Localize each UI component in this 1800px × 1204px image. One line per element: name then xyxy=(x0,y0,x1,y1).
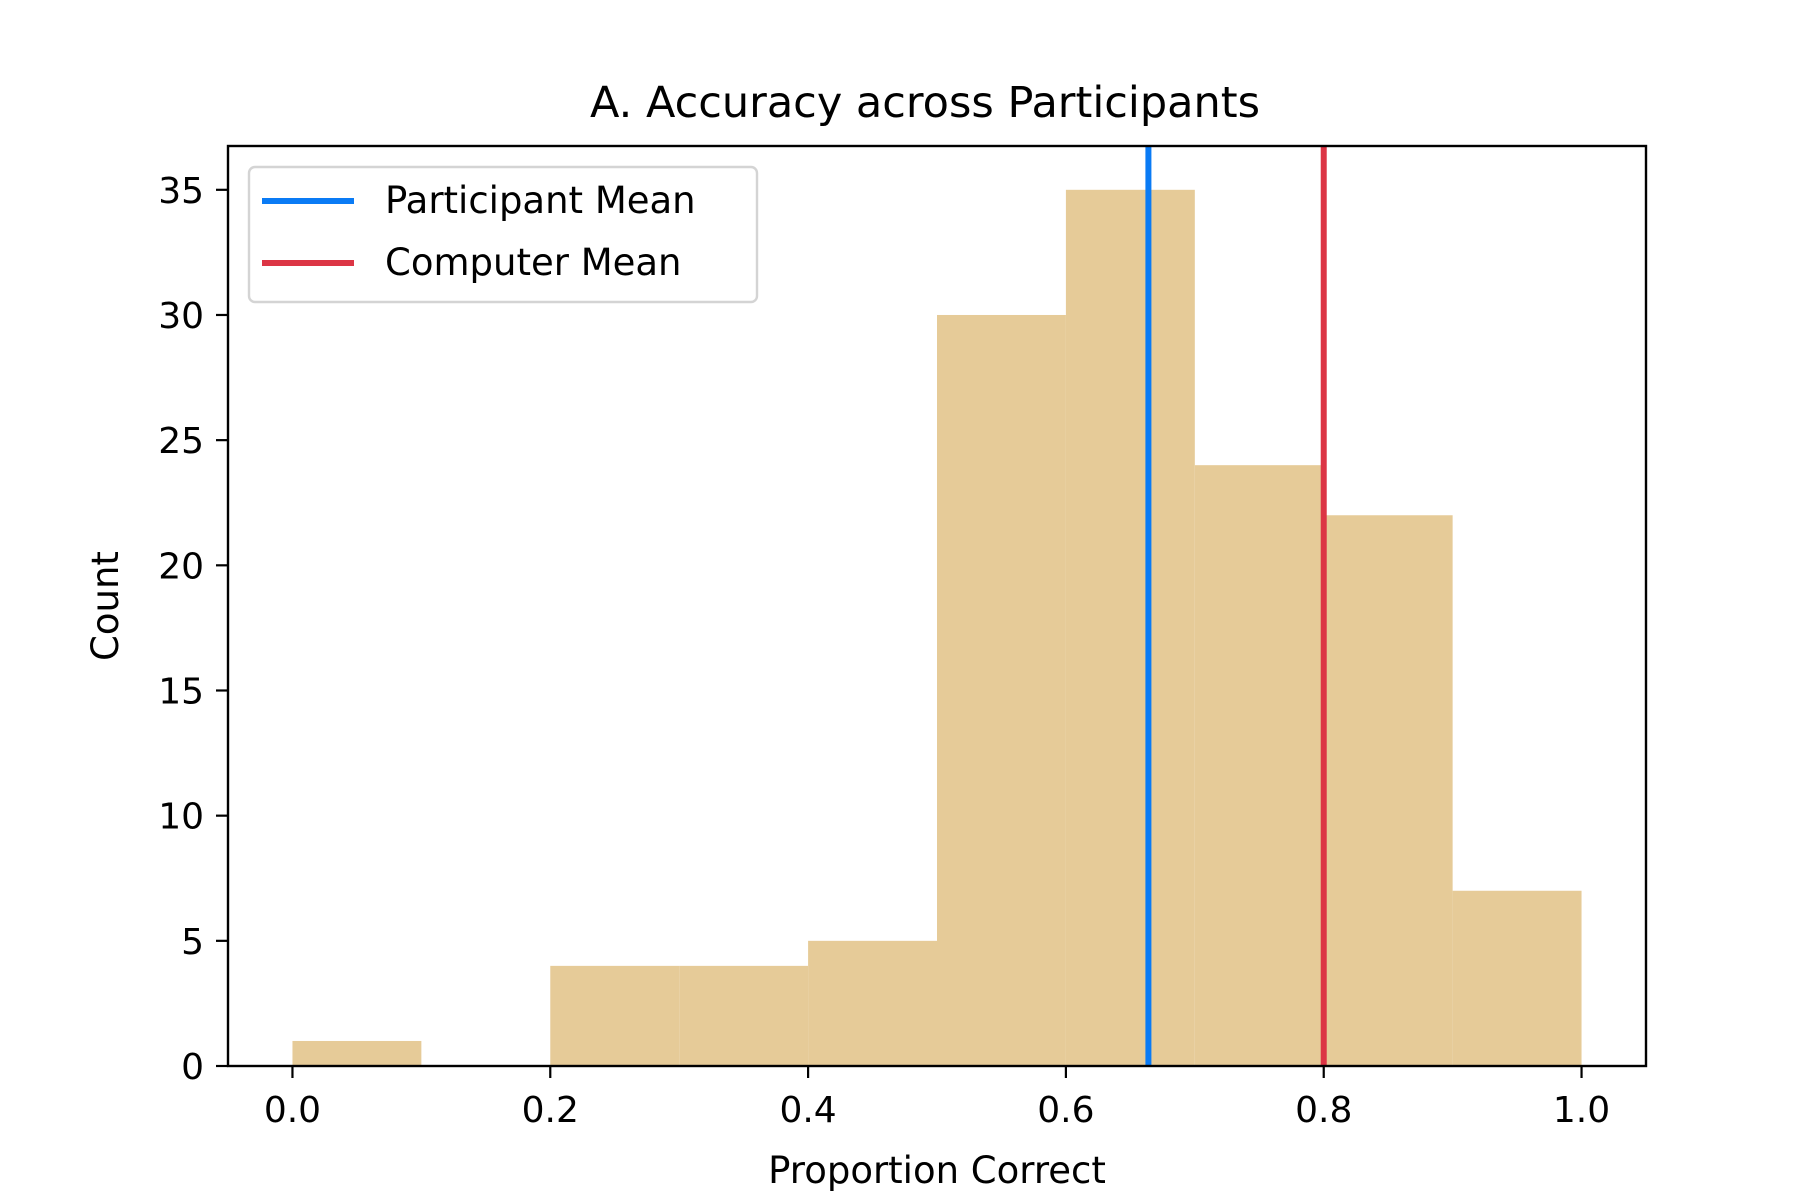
y-tick-label: 35 xyxy=(158,171,204,212)
legend-items: Participant Mean Computer Mean xyxy=(262,179,696,284)
x-tick-label: 0.2 xyxy=(522,1090,579,1131)
x-tick-label: 0.4 xyxy=(779,1090,836,1131)
histogram-bar xyxy=(679,965,809,1066)
y-tick-label: 15 xyxy=(158,671,204,712)
y-tick-label: 25 xyxy=(158,421,204,462)
bars-layer xyxy=(292,189,1582,1067)
legend-label: Participant Mean xyxy=(385,179,696,222)
y-tick-label: 20 xyxy=(158,546,204,587)
chart-title: A. Accuracy across Participants xyxy=(590,78,1260,128)
y-axis-label: Count xyxy=(84,551,127,661)
x-tick-label: 1.0 xyxy=(1553,1090,1610,1131)
histogram-bar xyxy=(292,1040,422,1066)
x-tick-label: 0.8 xyxy=(1295,1090,1352,1131)
legend: Participant Mean Computer Mean xyxy=(247,165,759,304)
plot-frame xyxy=(226,144,1648,1068)
x-tick-label: 0.6 xyxy=(1037,1090,1094,1131)
y-tick-label: 0 xyxy=(181,1047,204,1088)
y-tick-label: 30 xyxy=(158,296,204,337)
histogram-bar xyxy=(808,940,937,1066)
histogram-bar xyxy=(1452,890,1582,1066)
legend-box xyxy=(247,165,759,304)
histogram-bar xyxy=(550,965,680,1066)
mean-lines-layer xyxy=(1145,146,1327,1066)
histogram-bar xyxy=(1065,189,1195,1067)
x-tick-label: 0.0 xyxy=(264,1090,321,1131)
y-axis: 0 5 10 15 20 25 30 35 xyxy=(158,171,228,1088)
histogram-bar xyxy=(1323,515,1453,1066)
x-axis: 0.0 0.2 0.4 0.6 0.8 1.0 xyxy=(264,1066,1610,1131)
legend-label: Computer Mean xyxy=(385,241,682,284)
y-tick-label: 10 xyxy=(158,797,204,838)
histogram-bar xyxy=(937,314,1066,1066)
x-axis-label: Proportion Correct xyxy=(768,1149,1106,1192)
y-tick-label: 5 xyxy=(181,922,204,963)
histogram-bar xyxy=(1194,465,1324,1066)
